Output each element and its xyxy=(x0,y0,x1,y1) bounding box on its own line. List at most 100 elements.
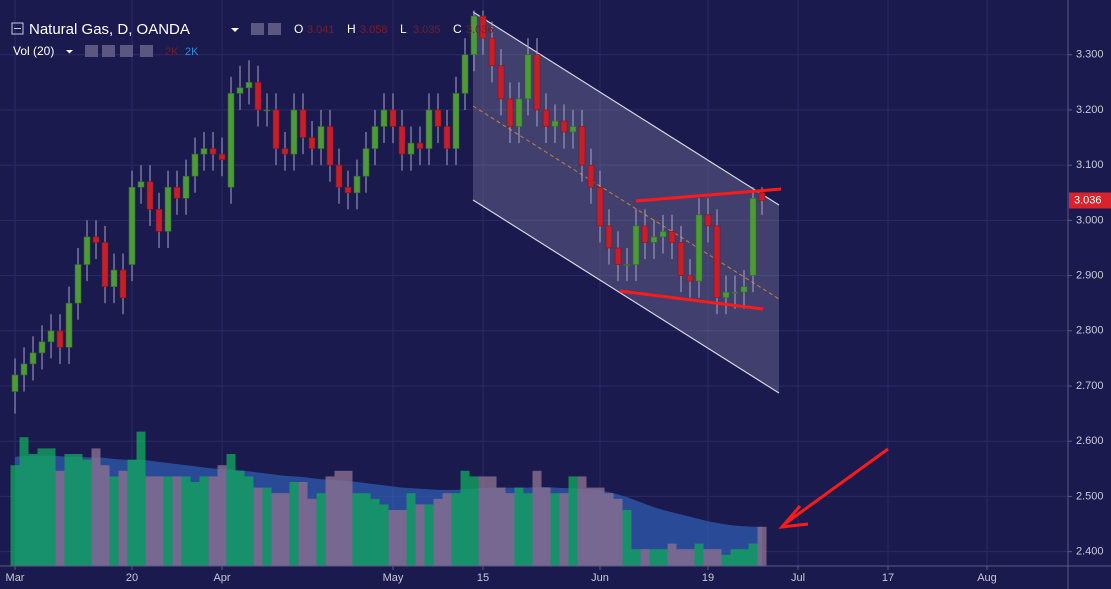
x-tick-label: Mar xyxy=(6,572,25,584)
volume-bar xyxy=(712,549,722,566)
icon[interactable] xyxy=(120,45,133,57)
last-price-label: 3.036 xyxy=(1074,194,1102,206)
candle-body xyxy=(551,120,559,127)
collapse-icon[interactable] xyxy=(11,22,24,35)
volume-bar xyxy=(136,431,146,566)
candle-body xyxy=(29,352,37,365)
volume-bar xyxy=(181,476,191,566)
volume-bar xyxy=(334,470,344,566)
volume-bar xyxy=(676,549,686,566)
candle-body xyxy=(758,192,766,201)
candle-body xyxy=(146,181,154,210)
volume-title: Vol (20) xyxy=(13,44,54,58)
candle-body xyxy=(425,109,433,149)
channel-mid xyxy=(472,105,780,300)
volume-bar xyxy=(406,493,416,566)
dropdown[interactable] xyxy=(66,50,73,54)
y-tick-label: 2.400 xyxy=(1076,546,1104,558)
symbol-title[interactable]: Natural Gas, D, OANDA xyxy=(29,21,190,38)
volume-bar xyxy=(460,470,470,566)
volume-readout: 2K xyxy=(185,46,199,58)
volume-bar xyxy=(199,476,209,566)
volume-bar xyxy=(316,493,326,566)
volume-bar xyxy=(451,493,461,566)
channel-top xyxy=(472,11,780,206)
y-tick-label: 3.100 xyxy=(1076,159,1104,171)
volume-bar xyxy=(190,482,200,566)
candle-body xyxy=(506,98,514,127)
volume-bar xyxy=(244,476,254,566)
icon[interactable] xyxy=(268,23,281,35)
volume-bar xyxy=(577,476,587,566)
readout-key: H xyxy=(347,22,356,36)
volume-bar xyxy=(208,476,218,566)
candle-body xyxy=(416,142,424,149)
volume-bar xyxy=(748,543,758,566)
readout-key: O xyxy=(294,22,303,36)
candle-body xyxy=(272,109,280,149)
candle-body xyxy=(83,236,91,265)
icon[interactable] xyxy=(85,45,98,57)
volume-bar xyxy=(118,470,128,566)
volume-bar xyxy=(46,448,56,566)
candle-body xyxy=(245,82,253,89)
volume-bar xyxy=(514,487,524,566)
dropdown[interactable] xyxy=(231,28,239,32)
candle-body xyxy=(713,225,721,298)
candle-body xyxy=(353,175,361,194)
candle-body xyxy=(182,175,190,199)
volume-bar xyxy=(55,470,65,566)
volume-bar xyxy=(739,549,749,566)
candle-body xyxy=(668,231,676,243)
volume-bar xyxy=(586,487,596,566)
volume-bar xyxy=(352,493,362,566)
readout-value: 3.036 xyxy=(466,24,494,36)
x-tick-label: 15 xyxy=(477,572,489,584)
candle-body xyxy=(434,109,442,127)
icon[interactable] xyxy=(102,45,115,57)
volume-bar xyxy=(433,498,443,566)
candle-body xyxy=(632,225,640,265)
candle-body xyxy=(227,93,235,188)
volume-bar xyxy=(757,526,767,566)
volume-bar xyxy=(649,549,659,566)
volume-bar xyxy=(91,448,101,566)
candle-body xyxy=(362,148,370,177)
volume-bar xyxy=(442,493,452,566)
candle-body xyxy=(704,214,712,227)
volume-bar xyxy=(370,498,380,566)
candle-body xyxy=(515,98,523,127)
icon[interactable] xyxy=(251,23,264,35)
volume-bar xyxy=(505,493,515,566)
candle-body xyxy=(452,93,460,149)
candle-body xyxy=(344,186,352,194)
x-tick-label: 20 xyxy=(126,572,138,584)
candle-body xyxy=(659,231,667,238)
candle-body xyxy=(299,109,307,138)
y-tick-label: 2.700 xyxy=(1076,380,1104,392)
candle-body xyxy=(560,120,568,133)
volume-bar xyxy=(343,470,353,566)
candle-body xyxy=(650,236,658,243)
candle-body xyxy=(20,363,28,376)
candle-body xyxy=(587,164,595,188)
candle-body xyxy=(47,330,55,343)
volume-bar xyxy=(379,504,389,566)
x-tick-label: Aug xyxy=(977,572,997,584)
volume-bar xyxy=(658,549,668,566)
readout-key: L xyxy=(400,22,407,36)
candle-body xyxy=(11,374,19,392)
candle-body xyxy=(101,242,109,287)
readout-value: 3.035 xyxy=(413,24,441,36)
volume-bar xyxy=(64,454,74,566)
volume-bar xyxy=(10,465,20,566)
candle-body xyxy=(119,269,127,298)
icon[interactable] xyxy=(140,45,153,57)
y-tick-label: 2.900 xyxy=(1076,269,1104,281)
candle-body xyxy=(569,126,577,133)
candle-body xyxy=(191,153,199,177)
volume-bar xyxy=(271,493,281,566)
candle-body xyxy=(389,109,397,127)
candle-body xyxy=(731,291,739,294)
